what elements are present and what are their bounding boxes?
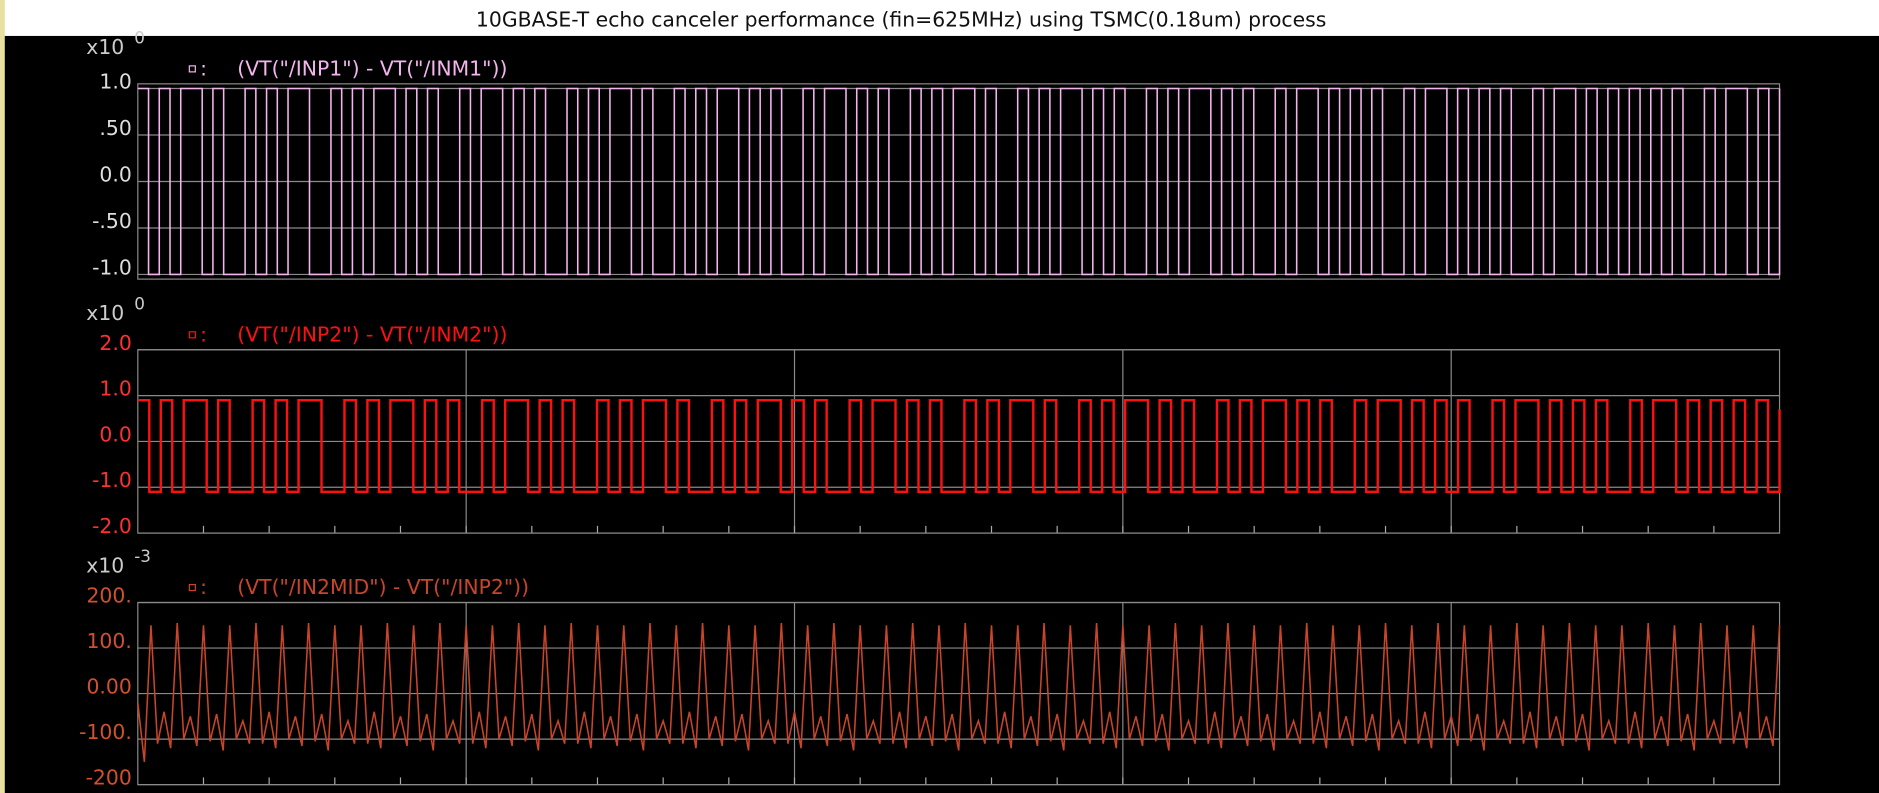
y-tick-label: 1.0: [99, 377, 131, 401]
legend-colon: :: [200, 56, 207, 80]
waveform: [137, 622, 1781, 762]
y-multiplier: x10: [86, 301, 124, 325]
y-tick-label: 0.0: [99, 162, 131, 186]
y-tick-label: 0.00: [86, 675, 131, 699]
y-multiplier-power: 0: [134, 27, 145, 47]
y-multiplier: x10: [86, 35, 124, 59]
y-tick-label: .50: [99, 116, 131, 140]
legend-label: (VT("/INP2") - VT("/INM2")): [237, 322, 507, 346]
y-tick-label: -2.0: [92, 514, 132, 538]
y-tick-label: 2.0: [99, 331, 131, 355]
y-tick-label: 100.: [86, 629, 131, 653]
waveform: [137, 87, 1781, 276]
y-tick-label: -1.0: [92, 255, 132, 279]
y-multiplier-power: -3: [134, 546, 151, 566]
legend-marker: [188, 65, 196, 73]
title-strip: [0, 0, 1879, 36]
y-tick-label: -100.: [79, 720, 132, 744]
y-tick-label: 200.: [86, 584, 131, 608]
legend-colon: :: [200, 322, 207, 346]
legend-marker: [188, 583, 196, 592]
waveform: [137, 398, 1781, 494]
legend-label: (VT("/INP1") - VT("/INM1")): [237, 56, 507, 80]
y-tick-label: -.50: [92, 209, 132, 233]
y-tick-label: -1.0: [92, 468, 132, 492]
y-multiplier-power: 0: [134, 293, 145, 313]
y-multiplier: x10: [86, 554, 124, 578]
legend-label: (VT("/IN2MID") - VT("/INP2")): [237, 575, 529, 599]
window-edge: [0, 0, 5, 793]
y-tick-label: 0.0: [99, 422, 131, 446]
legend-colon: :: [200, 575, 207, 599]
chart-title: 10GBASE-T echo canceler performance (fin…: [476, 7, 1326, 31]
legend-marker: [188, 331, 196, 339]
y-tick-label: -200: [86, 766, 132, 790]
y-tick-label: 1.0: [99, 70, 131, 94]
